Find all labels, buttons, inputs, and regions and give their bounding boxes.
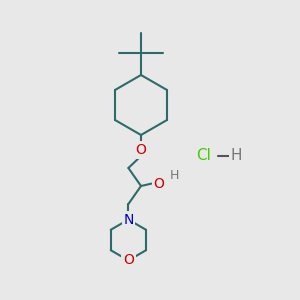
Text: O: O (123, 254, 134, 267)
Text: O: O (136, 143, 146, 157)
Text: O: O (154, 177, 164, 190)
Text: H: H (169, 169, 179, 182)
Text: N: N (123, 213, 134, 226)
Text: H: H (231, 148, 242, 164)
Text: Cl: Cl (196, 148, 211, 164)
